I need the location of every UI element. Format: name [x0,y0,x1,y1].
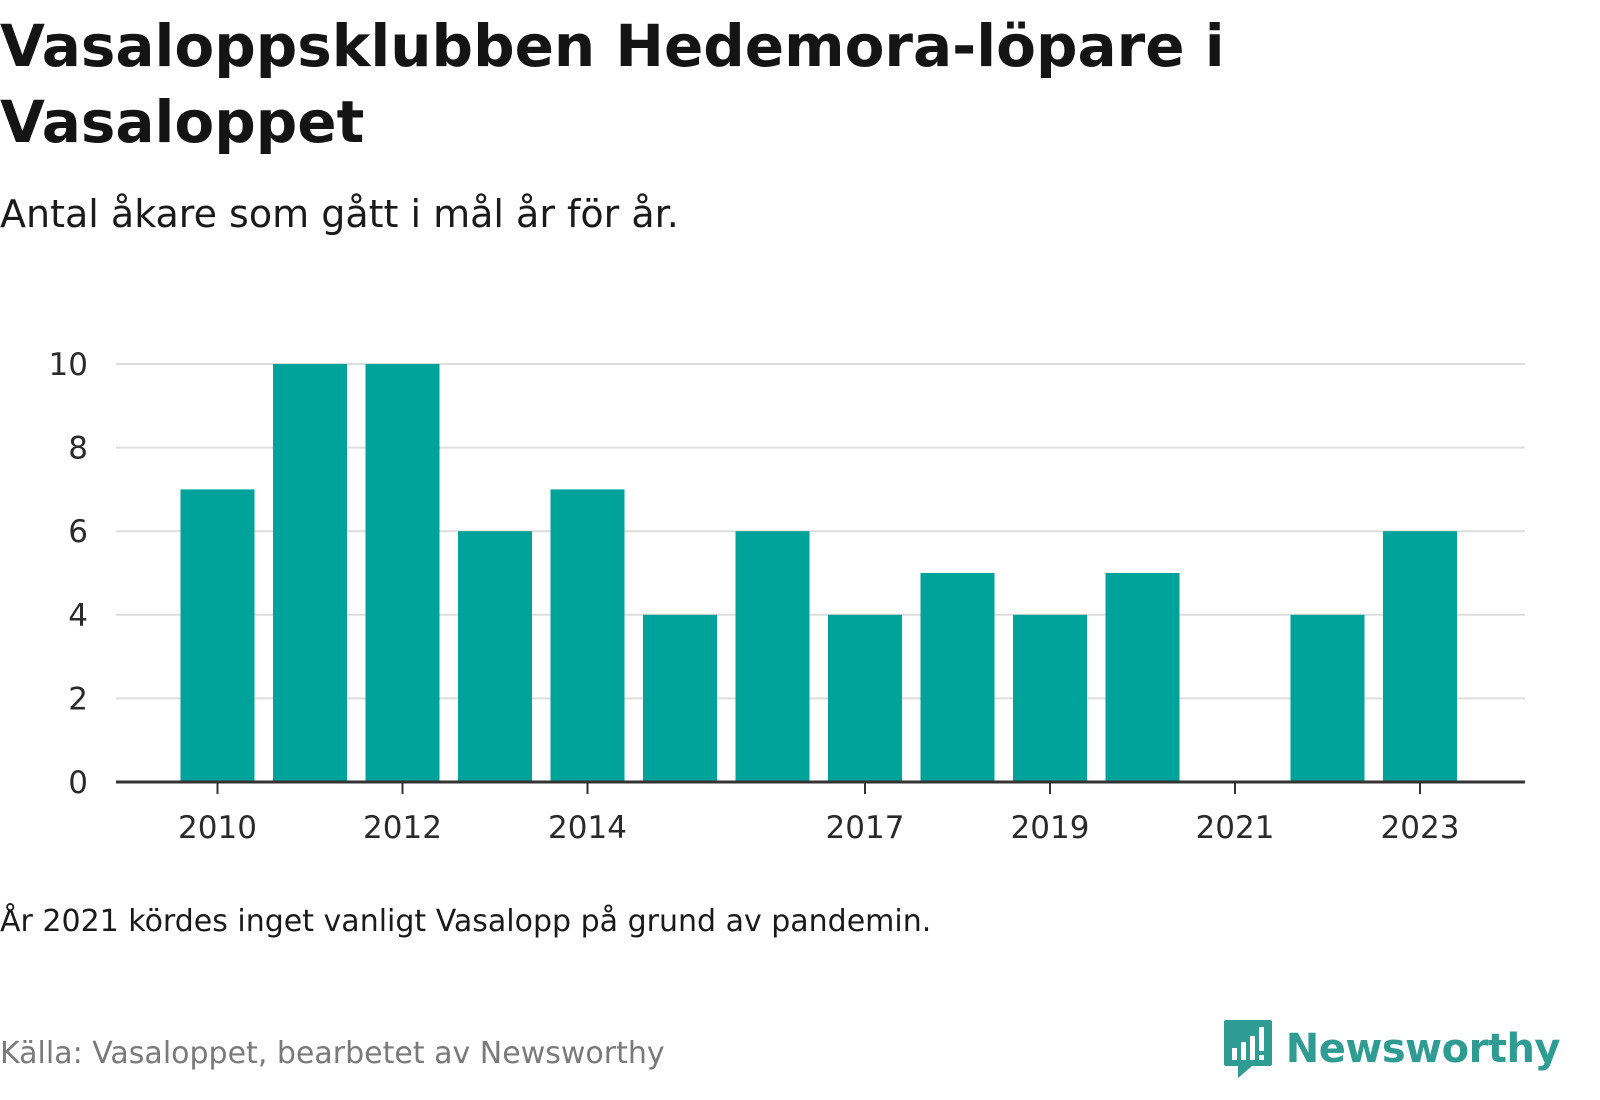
bar [1383,531,1457,782]
chart-subtitle: Antal åkare som gått i mål år för år. [0,192,679,236]
bar [828,614,902,782]
bar-chart: 0 2 4 6 8 10 2010 2012 2014 2017 2019 2021 2023 [49,347,1525,846]
bar [920,573,995,782]
x-tick-label: 2017 [826,810,905,846]
bar [1105,573,1180,782]
bar [458,531,532,782]
x-tick-label: 2012 [363,810,442,846]
bar [1013,614,1087,782]
y-tick-label: 6 [68,514,88,550]
y-tick-label: 2 [68,681,88,717]
newsworthy-logo: Newsworthy [1222,1018,1561,1080]
bar [365,364,440,782]
x-tick-label: 2010 [178,810,257,846]
brand-name: Newsworthy [1285,1026,1561,1072]
footnote: År 2021 kördes inget vanligt Vasalopp på… [0,904,932,939]
y-tick-label: 0 [68,765,88,801]
chart-title: Vasaloppsklubben Hedemora-löpare i Vasal… [0,12,1225,156]
source-credit: Källa: Vasaloppet, bearbetet av Newswort… [0,1036,665,1071]
newsworthy-logo-icon [1223,1020,1272,1078]
bar [1290,614,1365,782]
x-tick-label: 2021 [1196,810,1275,846]
x-tick-label: 2019 [1011,810,1090,846]
y-tick-label: 8 [68,431,88,467]
x-tick-label: 2014 [548,810,627,846]
y-tick-label: 10 [49,347,88,383]
bar [643,614,717,782]
bar [735,531,810,782]
bar [550,489,625,782]
bar [180,489,255,782]
x-tick-label: 2023 [1381,810,1460,846]
bar [273,364,347,782]
y-tick-label: 4 [68,598,88,634]
